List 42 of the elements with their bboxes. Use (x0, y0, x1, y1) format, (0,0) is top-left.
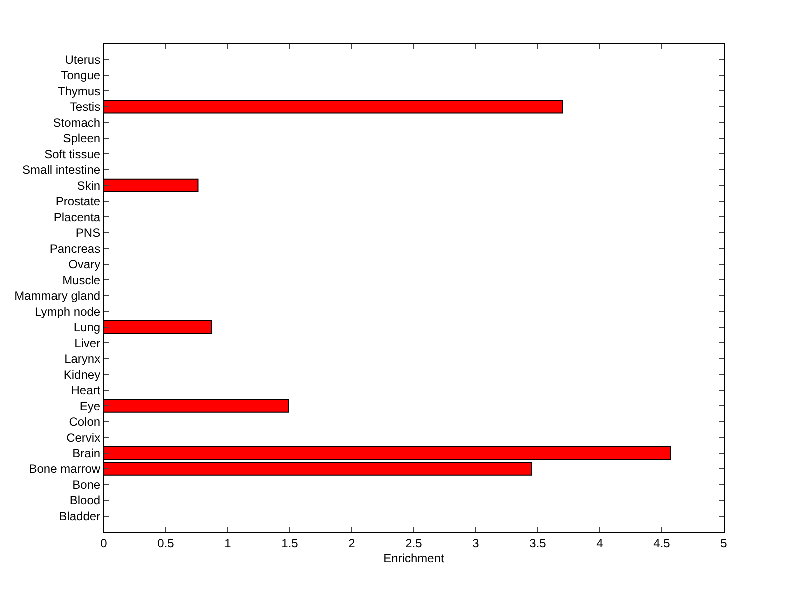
y-tick-label: Muscle (62, 273, 101, 288)
y-tick-label: Prostate (56, 194, 101, 209)
y-tick-label: Heart (71, 384, 102, 398)
x-tick-label: 3 (472, 536, 480, 550)
y-tick-label: Lung (74, 320, 101, 335)
y-tick-label: Brain (72, 446, 101, 460)
y-tick-label: Blood (70, 494, 101, 508)
x-tick-label: 4.5 (654, 536, 671, 550)
y-tick-label: Pancreas (50, 242, 101, 256)
y-tick-label: Kidney (64, 368, 101, 382)
y-tick-label: Testis (70, 100, 101, 114)
y-tick-label: Larynx (64, 352, 101, 366)
y-tick-label: Cervix (66, 430, 101, 445)
y-tick-label: Eye (80, 399, 101, 414)
x-tick-label: 1.5 (282, 536, 299, 550)
x-tick-label: 1 (224, 536, 232, 550)
y-tick-label: Bone marrow (29, 462, 101, 476)
y-tick-label: Colon (69, 415, 101, 430)
y-tick-label: Tongue (61, 68, 101, 83)
y-tick-label: Skin (77, 178, 101, 193)
x-tick-label: 3.5 (530, 536, 547, 550)
y-tick-label: Uterus (65, 52, 101, 67)
y-tick-label: Lymph node (34, 304, 101, 319)
y-tick-label: Mammary gland (14, 289, 101, 304)
y-tick-label: Placenta (54, 210, 101, 224)
x-tick-label: 0.5 (158, 536, 175, 550)
y-tick-label: Bone (72, 478, 101, 492)
y-tick-label: Thymus (58, 84, 101, 98)
y-tick-label: Liver (74, 336, 101, 350)
x-tick-label: 2 (348, 536, 356, 550)
y-tick-label: Bladder (59, 509, 101, 524)
x-tick-label: 2.5 (406, 536, 423, 550)
x-tick-label: 5 (720, 536, 728, 550)
y-tick-label: Soft tissue (44, 147, 101, 162)
x-axis-title: Enrichment (384, 551, 446, 566)
y-tick-label: Small intestine (22, 163, 101, 178)
y-tick-label: Stomach (53, 116, 101, 130)
y-tick-label: PNS (76, 226, 101, 240)
x-tick-label: 4 (596, 536, 604, 550)
y-tick-label: Ovary (68, 258, 101, 272)
y-tick-label: Spleen (63, 132, 101, 146)
x-tick-label: 0 (100, 536, 108, 550)
